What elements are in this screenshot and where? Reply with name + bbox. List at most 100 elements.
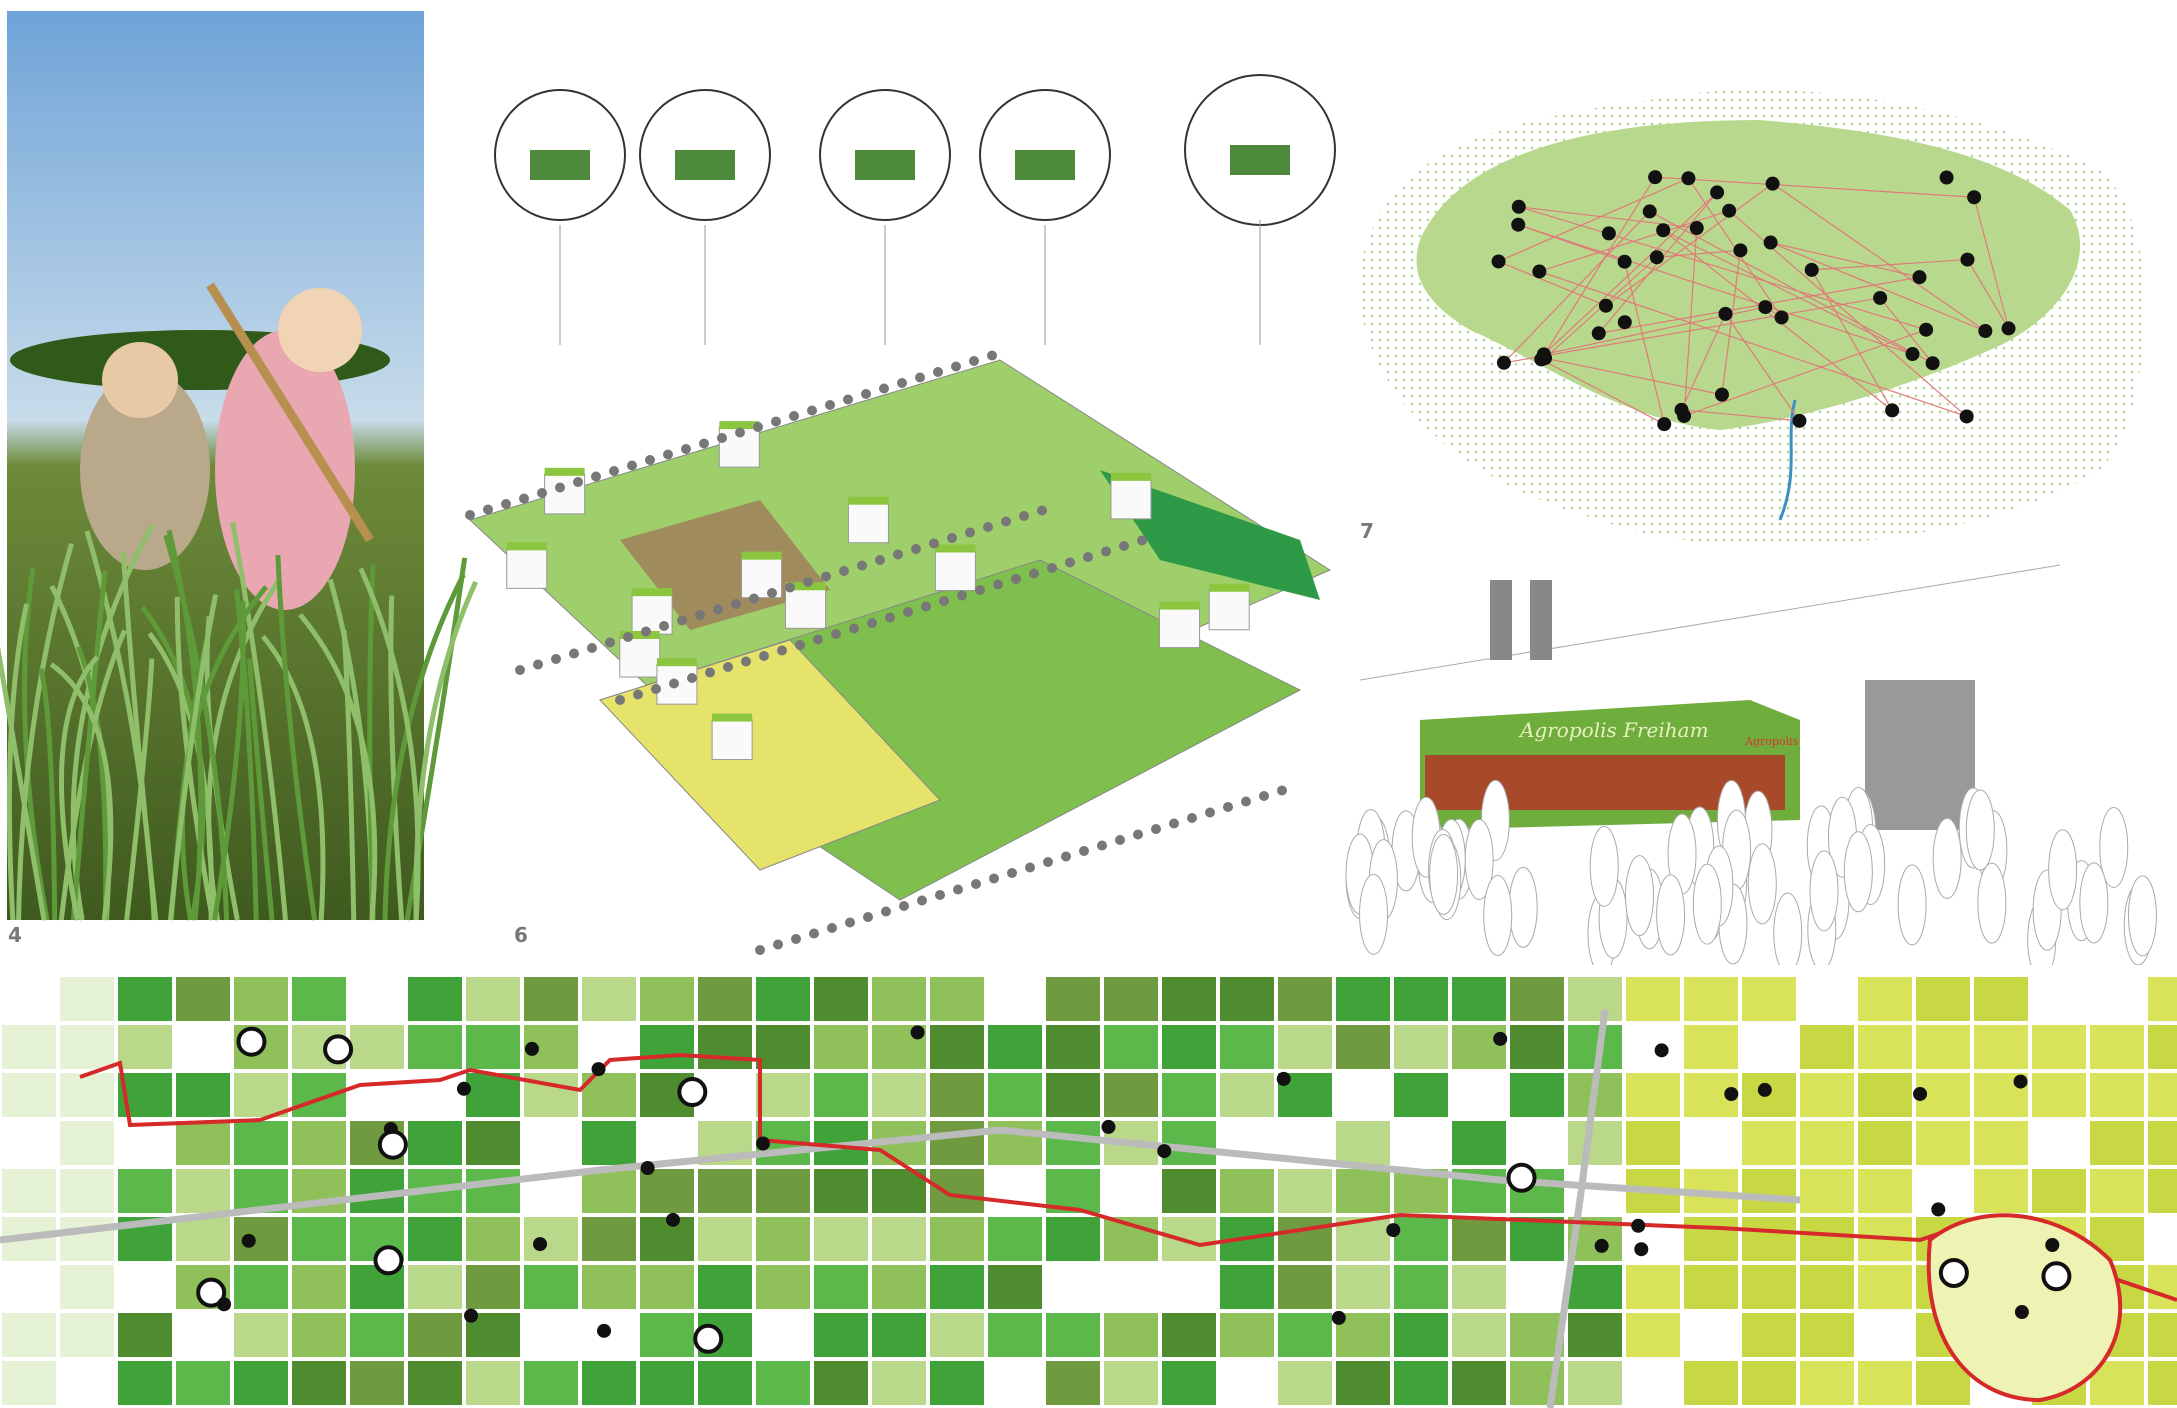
tree xyxy=(965,527,975,538)
leek xyxy=(174,596,216,921)
tree xyxy=(659,621,669,631)
network-node xyxy=(2001,321,2016,336)
leek xyxy=(275,554,318,921)
tree xyxy=(845,917,855,928)
block xyxy=(930,1313,984,1357)
block xyxy=(1684,1265,1738,1309)
vegetable-icon xyxy=(1101,1119,1116,1134)
network-node xyxy=(1657,417,1672,432)
block xyxy=(1452,977,1506,1021)
pretzel-icon xyxy=(1506,1162,1537,1193)
block xyxy=(1626,1073,1680,1117)
tree xyxy=(953,884,963,895)
block xyxy=(1626,1313,1680,1357)
building xyxy=(785,587,827,629)
tree xyxy=(1115,835,1125,845)
block xyxy=(814,1169,868,1213)
block xyxy=(2148,1121,2177,1165)
church-tower xyxy=(1530,580,1552,660)
green-roof xyxy=(656,658,697,667)
block xyxy=(1336,1361,1390,1405)
block xyxy=(582,1121,636,1165)
building xyxy=(506,547,548,589)
block xyxy=(1974,1121,2028,1165)
block xyxy=(466,1169,520,1213)
leek xyxy=(38,668,58,921)
block xyxy=(814,1265,868,1309)
vegetable-icon xyxy=(1631,1218,1646,1233)
network-link xyxy=(1811,269,1893,411)
network-link xyxy=(1624,261,1665,425)
green-roof xyxy=(1209,583,1250,592)
vegetable-icon xyxy=(2014,1305,2029,1320)
block xyxy=(1220,1025,1274,1069)
tree xyxy=(1187,813,1197,823)
network-node xyxy=(1601,226,1616,241)
tree xyxy=(897,378,907,388)
block xyxy=(988,1313,1042,1357)
network-node xyxy=(1967,190,1982,205)
tree xyxy=(515,665,525,675)
tree xyxy=(861,389,871,399)
block xyxy=(292,1265,346,1309)
network-node xyxy=(1978,324,1993,339)
block xyxy=(1800,1073,1854,1117)
block xyxy=(872,1313,926,1357)
block xyxy=(1742,1217,1796,1261)
tree xyxy=(1151,824,1161,834)
block xyxy=(814,1313,868,1357)
typology-garden xyxy=(1015,150,1075,180)
block xyxy=(930,1169,984,1213)
pretzel-icon xyxy=(693,1323,724,1354)
tree xyxy=(791,934,801,944)
person xyxy=(1809,850,1839,932)
typology-circles xyxy=(494,74,1336,345)
block xyxy=(1684,977,1738,1021)
vegetable-icon xyxy=(456,1081,471,1096)
network-node xyxy=(1617,315,1632,330)
tree xyxy=(1097,840,1107,851)
block xyxy=(2,1073,56,1117)
block xyxy=(60,1313,114,1357)
network-link xyxy=(1539,210,1730,273)
block xyxy=(2,1169,56,1213)
block xyxy=(1452,1265,1506,1309)
building xyxy=(619,636,661,678)
person xyxy=(1747,843,1777,925)
vegetable-icon xyxy=(1157,1144,1172,1159)
block xyxy=(756,1025,810,1069)
block xyxy=(2,1025,56,1069)
building xyxy=(1159,607,1201,649)
typology-garden xyxy=(675,150,735,180)
block xyxy=(2090,1073,2144,1117)
block xyxy=(1858,1169,1912,1213)
church-tower xyxy=(1490,580,1512,660)
pretzel-icon xyxy=(1938,1257,1969,1288)
pretzel-icon xyxy=(196,1277,227,1308)
network-node xyxy=(1939,170,1954,185)
block xyxy=(1742,1121,1796,1165)
green-roof xyxy=(848,496,889,505)
block xyxy=(1568,977,1622,1021)
tree xyxy=(677,615,687,626)
tree xyxy=(929,538,939,549)
leek xyxy=(70,570,108,921)
road xyxy=(1546,1009,1609,1408)
block xyxy=(1394,1217,1448,1261)
block xyxy=(118,1313,172,1357)
network-node xyxy=(1885,403,1900,418)
network-link xyxy=(1540,176,1656,360)
block xyxy=(176,1073,230,1117)
tree xyxy=(857,560,867,571)
network-link xyxy=(1966,259,2010,329)
person xyxy=(1589,825,1619,907)
block xyxy=(466,1025,520,1069)
block xyxy=(1742,1265,1796,1309)
block xyxy=(930,977,984,1021)
tree xyxy=(623,632,633,642)
perspective-line xyxy=(1359,564,2061,681)
block xyxy=(408,1025,462,1069)
network-link xyxy=(1770,241,1920,278)
block xyxy=(1684,1361,1738,1405)
block xyxy=(1510,1217,1564,1261)
